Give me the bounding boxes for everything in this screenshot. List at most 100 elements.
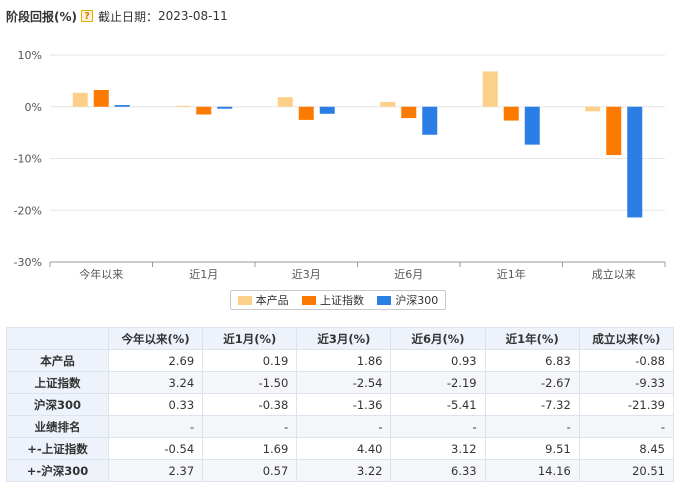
table-cell: -7.32 (484, 393, 580, 416)
table-cell: -2.67 (484, 371, 580, 394)
bar[interactable] (277, 97, 293, 107)
table-cell: 1.86 (296, 349, 392, 372)
chart-grid (50, 54, 665, 263)
legend-swatch-sse (301, 295, 316, 305)
bar[interactable] (217, 106, 233, 109)
table-cell: - (296, 415, 392, 438)
table-row: 业绩排名 - - - - - - (6, 415, 675, 438)
y-axis-ticks: 10% 0% -10% -20% -30% (14, 49, 42, 269)
table-cell: -1.36 (296, 393, 392, 416)
table-cell: -5.41 (390, 393, 486, 416)
y-tick-label: -30% (14, 256, 42, 269)
table-header-cell: 成立以来(%) (578, 327, 675, 350)
legend-label-sse: 上证指数 (319, 294, 364, 307)
table-cell: -9.33 (578, 371, 675, 394)
row-label: 业绩排名 (6, 415, 109, 438)
table-cell: - (484, 415, 580, 438)
row-label: 上证指数 (6, 371, 109, 394)
bar[interactable] (503, 106, 519, 121)
table-cell: -2.54 (296, 371, 392, 394)
date-value: 2023-08-11 (158, 9, 228, 23)
table-header-row: 今年以来(%) 近1月(%) 近3月(%) 近6月(%) 近1年(%) 成立以来… (6, 327, 675, 350)
bar[interactable] (93, 89, 109, 107)
table-cell: 20.51 (578, 459, 675, 482)
table-cell: 9.51 (484, 437, 580, 460)
x-tick-label: 今年以来 (79, 267, 123, 281)
bar[interactable] (585, 106, 601, 112)
table-cell: 3.22 (296, 459, 392, 482)
row-label: +-上证指数 (6, 437, 109, 460)
table-header-cell: 近3月(%) (296, 327, 392, 350)
table-header-cell: 近1月(%) (202, 327, 298, 350)
table-cell: 8.45 (578, 437, 675, 460)
table-cell: 14.16 (484, 459, 580, 482)
bar[interactable] (72, 92, 88, 107)
bar[interactable] (175, 105, 191, 107)
x-tick-label: 近6月 (394, 268, 423, 281)
chart-bars (72, 71, 643, 218)
table-cell: 0.33 (107, 393, 204, 416)
row-label: +-沪深300 (6, 459, 109, 482)
legend-label-product: 本产品 (255, 294, 289, 307)
chart-legend: 本产品 上证指数 沪深300 (230, 290, 446, 310)
table-row: 沪深300 0.33 -0.38 -1.36 -5.41 -7.32 -21.3… (6, 393, 675, 416)
y-tick-label: 10% (18, 49, 42, 62)
bar[interactable] (422, 106, 438, 135)
help-icon[interactable]: ? (81, 10, 93, 22)
y-tick-label: -10% (14, 153, 42, 166)
table-header-cell: 今年以来(%) (107, 327, 204, 350)
legend-swatch-csi300 (377, 295, 392, 305)
section-header: 阶段回报(%) ? 截止日期： 2023-08-11 (6, 7, 228, 25)
bar[interactable] (482, 71, 498, 107)
table-row: +-上证指数 -0.54 1.69 4.40 3.12 9.51 8.45 (6, 437, 675, 460)
table-cell: 0.19 (202, 349, 298, 372)
bar[interactable] (627, 106, 643, 218)
table-row: 本产品 2.69 0.19 1.86 0.93 6.83 -0.88 (6, 349, 675, 372)
x-tick-label: 成立以来 (592, 267, 636, 281)
x-axis: 今年以来 近1月 近3月 近6月 近1年 成立以来 (49, 261, 666, 281)
y-tick-label: -20% (14, 204, 42, 217)
table-header-cell (6, 327, 109, 350)
table-cell: -0.38 (202, 393, 298, 416)
table-cell: 2.69 (107, 349, 204, 372)
bar[interactable] (401, 106, 417, 119)
bar[interactable] (114, 105, 130, 107)
table-cell: - (390, 415, 486, 438)
table-cell: -1.50 (202, 371, 298, 394)
legend-swatch-product (237, 295, 252, 305)
table-cell: - (578, 415, 675, 438)
row-label: 沪深300 (6, 393, 109, 416)
returns-bar-chart: 10% 0% -10% -20% -30% 今年以来 近1月 近3月 近6月 近1年 成立以来 (14, 49, 666, 281)
table-cell: -0.54 (107, 437, 204, 460)
table-cell: -21.39 (578, 393, 675, 416)
legend-item-csi300[interactable]: 沪深300 (377, 292, 438, 308)
bar[interactable] (319, 106, 335, 114)
table-cell: 6.33 (390, 459, 486, 482)
table-cell: 0.57 (202, 459, 298, 482)
table-cell: 6.83 (484, 349, 580, 372)
bar[interactable] (298, 106, 314, 120)
bar[interactable] (380, 101, 396, 107)
legend-item-sse[interactable]: 上证指数 (301, 292, 364, 308)
table-cell: 4.40 (296, 437, 392, 460)
table-cell: - (202, 415, 298, 438)
table-cell: 2.37 (107, 459, 204, 482)
table-cell: 0.93 (390, 349, 486, 372)
table-cell: - (107, 415, 204, 438)
bar[interactable] (524, 106, 540, 145)
legend-item-product[interactable]: 本产品 (237, 292, 289, 308)
section-title: 阶段回报(%) (6, 9, 77, 24)
table-cell: 3.24 (107, 371, 204, 394)
returns-table: 今年以来(%) 近1月(%) 近3月(%) 近6月(%) 近1年(%) 成立以来… (6, 327, 675, 482)
y-tick-label: 0% (25, 101, 42, 114)
row-label: 本产品 (6, 349, 109, 372)
x-tick-label: 近3月 (292, 268, 321, 281)
date-label: 截止日期： (98, 9, 159, 24)
table-row: +-沪深300 2.37 0.57 3.22 6.33 14.16 20.51 (6, 459, 675, 482)
x-tick-label: 近1年 (497, 267, 526, 281)
table-cell: -2.19 (390, 371, 486, 394)
legend-label-csi300: 沪深300 (395, 294, 439, 307)
table-header-cell: 近1年(%) (484, 327, 580, 350)
bar[interactable] (606, 106, 622, 156)
bar[interactable] (196, 106, 212, 115)
